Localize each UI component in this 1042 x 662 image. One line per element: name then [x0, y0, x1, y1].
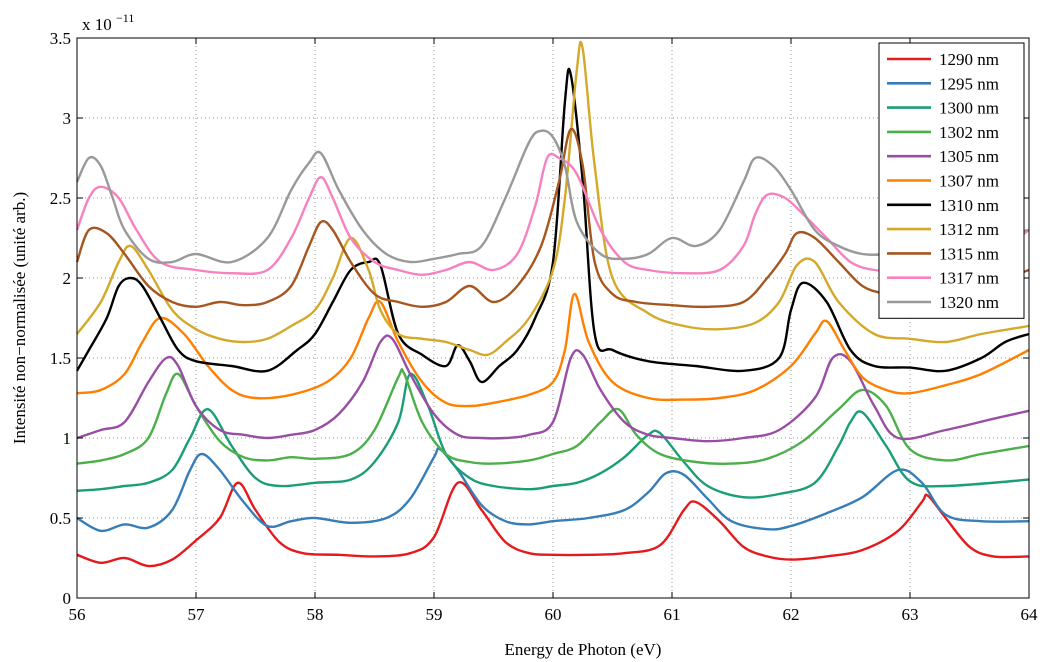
legend-label: 1315 nm: [939, 244, 999, 263]
legend: 1290 nm 1295 nm 1300 nm 1302 nm 1305 nm 1307 …: [878, 42, 1025, 319]
x-tick-label: 64: [1021, 605, 1039, 624]
legend-label: 1320 nm: [939, 293, 999, 312]
y-tick-label: 3: [63, 109, 72, 128]
x-tick-label: 59: [426, 605, 443, 624]
x-tick-label: 63: [902, 605, 919, 624]
series-line-1317-nm: [75, 152, 1030, 276]
series-line-1300-nm: [76, 372, 1030, 499]
series-line-1312-nm: [76, 41, 1030, 357]
x-axis-label: Energy de Photon (eV): [505, 640, 662, 659]
y-tick-label: 3.5: [50, 29, 71, 48]
series-layer: [75, 41, 1030, 568]
legend-label: 1295 nm: [939, 74, 999, 93]
x-tick-label: 60: [545, 605, 562, 624]
legend-label: 1290 nm: [939, 50, 999, 69]
series-line-1295-nm: [76, 447, 1030, 533]
y-tick-label: 0.5: [50, 509, 71, 528]
series-line-1310-nm: [75, 67, 1030, 384]
x-tick-label: 61: [664, 605, 681, 624]
y-tick-label: 0: [63, 589, 72, 608]
x-tick-label: 58: [307, 605, 324, 624]
y-axis-label: Intensité non−normalisée (unité arb.): [10, 192, 29, 444]
x-tick-label: 57: [188, 605, 206, 624]
series-line-1307-nm: [76, 292, 1030, 408]
y-tick-label: 1.5: [50, 349, 71, 368]
legend-label: 1312 nm: [939, 220, 999, 239]
series-line-1320-nm: [75, 129, 1030, 264]
series-line-1305-nm: [76, 334, 1030, 443]
legend-label: 1300 nm: [939, 99, 999, 118]
legend-label: 1307 nm: [939, 172, 999, 191]
legend-label: 1317 nm: [939, 269, 999, 288]
legend-label: 1310 nm: [939, 196, 999, 215]
legend-label: 1302 nm: [939, 123, 999, 142]
x-tick-label: 56: [69, 605, 86, 624]
series-line-1290-nm: [76, 481, 1030, 568]
scale-exponent: −11: [116, 11, 134, 25]
series-line-1315-nm: [75, 127, 1030, 309]
legend-label: 1305 nm: [939, 147, 999, 166]
y-tick-label: 1: [63, 429, 72, 448]
y-tick-label: 2.5: [50, 189, 71, 208]
y-tick-label: 2: [63, 269, 72, 288]
scale-multiplier: x 10: [82, 15, 112, 34]
ticks: 56 57 58 59 60 61 62 63 64 0 0.5 1 1.5 2 2.5 3 3.5: [50, 29, 1038, 624]
scale-multiplier-label: x 10 −11: [82, 11, 134, 34]
x-tick-label: 62: [783, 605, 800, 624]
